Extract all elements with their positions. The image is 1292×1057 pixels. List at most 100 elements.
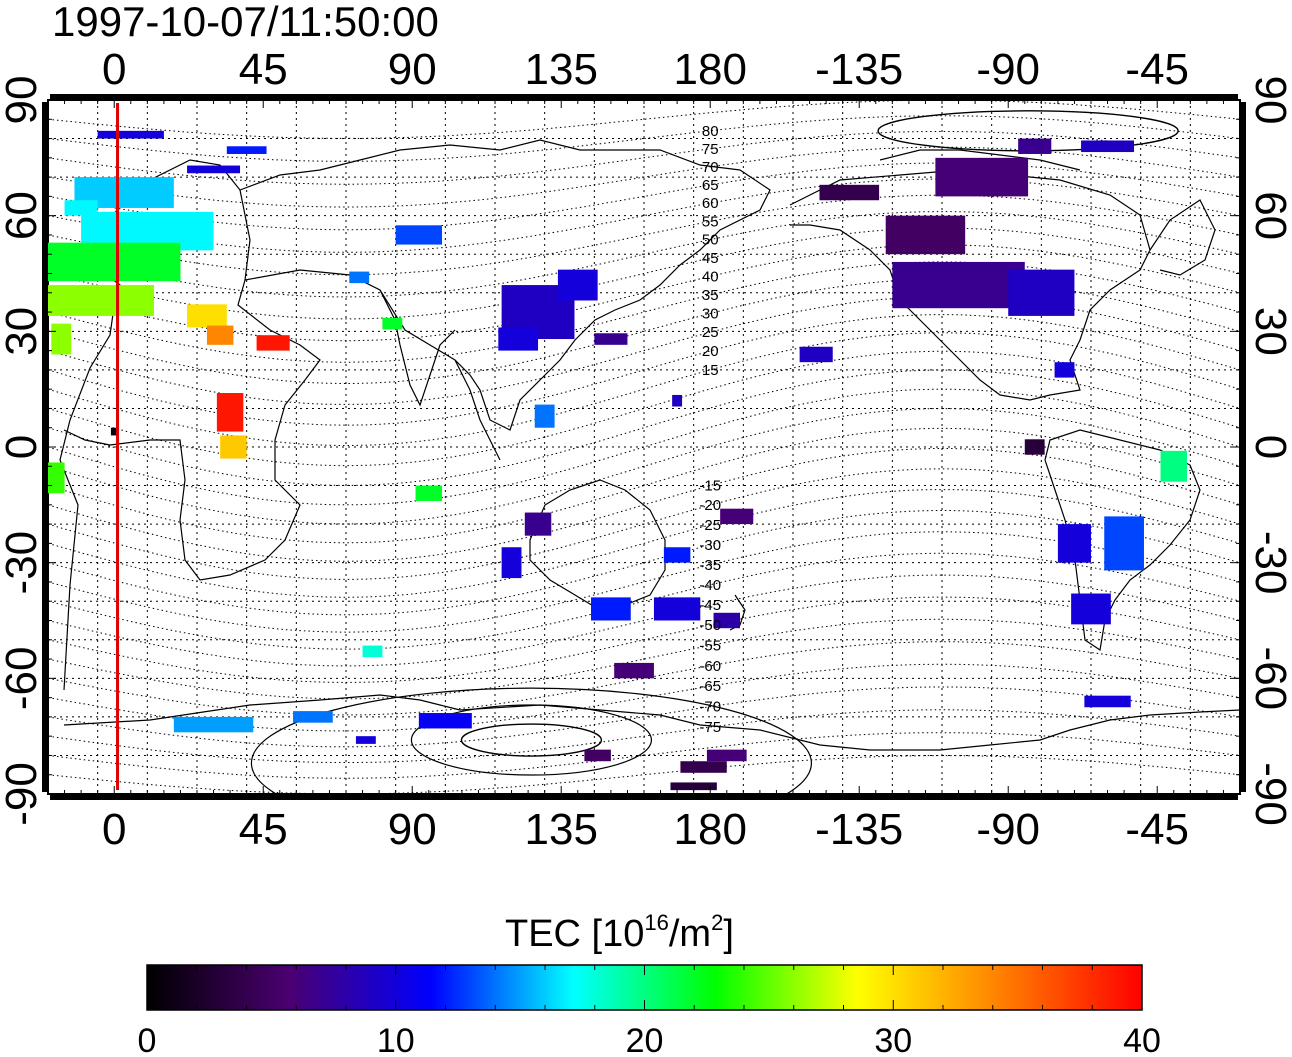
- contour-label: 75: [702, 141, 719, 158]
- tec-cell: [48, 462, 65, 494]
- contour-label: -35: [699, 557, 721, 574]
- magnetic-contour-line: [48, 314, 1240, 426]
- right-latitude-label: 0: [1246, 435, 1292, 459]
- magnetic-contour-line: [48, 261, 1240, 363]
- left-latitude-label: -30: [0, 531, 46, 595]
- tec-cell: [885, 215, 966, 255]
- tec-cell: [355, 736, 376, 744]
- frame-right-bar: [1240, 102, 1246, 792]
- tec-cell: [1024, 439, 1045, 455]
- tec-cell: [501, 547, 522, 579]
- tec-cell: [173, 716, 254, 733]
- tec-cell: [819, 184, 880, 201]
- tec-cell: [293, 711, 333, 723]
- tec-cell: [534, 404, 555, 428]
- tec-cell: [220, 435, 247, 459]
- contour-label: -30: [699, 537, 721, 554]
- tec-cell: [614, 662, 654, 679]
- frame-top-bar: [50, 94, 1238, 100]
- tec-cell: [1054, 362, 1075, 378]
- tec-cell: [1160, 450, 1188, 482]
- right-latitude-label: 30: [1246, 307, 1292, 356]
- magnetic-contour-line: [48, 468, 1240, 580]
- top-longitude-label: 180: [674, 45, 747, 94]
- magnetic-contour-line: [48, 408, 1240, 525]
- right-latitude-label: -60: [1246, 647, 1292, 711]
- tec-cell: [48, 242, 181, 282]
- magnetic-contour-line: [48, 663, 1240, 732]
- contour-label: -25: [699, 517, 721, 534]
- tec-cell: [110, 427, 118, 436]
- contour-label: -45: [699, 597, 721, 614]
- magnetic-contour-line: [48, 146, 1240, 208]
- bottom-longitude-label: 135: [525, 805, 598, 854]
- contour-label: -60: [699, 658, 721, 675]
- colorbar-ticks: [146, 965, 1143, 1010]
- tec-cell: [1008, 269, 1075, 316]
- colorbar-tick-labels: 0 10 20 30 40: [138, 1022, 1161, 1057]
- magnetic-contour-line: [48, 427, 1240, 544]
- tec-cell: [48, 285, 154, 316]
- magnetic-contour-line: [48, 709, 1240, 763]
- magnetic-contour-line: [48, 531, 1240, 633]
- tec-cell: [935, 157, 1029, 197]
- contour-label: 45: [702, 250, 719, 267]
- tec-cell: [594, 333, 628, 345]
- tec-cell: [663, 547, 691, 563]
- contour-label: -55: [699, 637, 721, 654]
- tec-cell: [226, 146, 267, 154]
- right-latitude-label: -30: [1246, 531, 1292, 595]
- tec-measurement-cells: [48, 130, 1188, 791]
- tec-cell: [216, 393, 244, 432]
- magnetic-contour-line: [48, 131, 1240, 185]
- magnetic-contour-line: [48, 510, 1240, 616]
- colorbar-tick-label: 40: [1123, 1022, 1161, 1057]
- contour-label: -20: [699, 497, 721, 514]
- tec-cell: [670, 782, 717, 791]
- left-latitude-label: 30: [0, 307, 46, 356]
- tec-cell: [799, 346, 833, 363]
- tec-cell: [1018, 138, 1052, 154]
- tec-cell: [713, 612, 741, 629]
- tec-cell: [51, 323, 72, 355]
- bottom-longitude-label: -135: [815, 805, 903, 854]
- contour-label: -40: [699, 577, 721, 594]
- colorbar-tick-label: 10: [377, 1022, 415, 1057]
- right-latitude-label: 90: [1246, 76, 1292, 125]
- contour-label: 80: [702, 123, 719, 140]
- tec-cell: [498, 327, 539, 351]
- tec-cell: [382, 317, 403, 330]
- contour-label: 60: [702, 195, 719, 212]
- tec-cell: [418, 713, 472, 729]
- tec-cell: [206, 325, 234, 345]
- magnetic-contour-line: [48, 211, 1240, 298]
- tec-cell: [1084, 695, 1131, 708]
- colorbar-title-unit-exponent: 2: [711, 910, 723, 935]
- left-latitude-label: 0: [0, 435, 46, 459]
- contour-label: -50: [699, 617, 721, 634]
- contour-label: 35: [702, 287, 719, 304]
- tec-cell: [706, 749, 747, 762]
- contour-label: 65: [702, 177, 719, 194]
- contour-label: 50: [702, 232, 719, 249]
- bottom-longitude-labels: 0 45 90 135 180 -135 -90 -45: [102, 805, 1189, 854]
- frame-bottom-bar: [50, 794, 1238, 800]
- magnetic-contour-line: [48, 227, 1240, 320]
- top-longitude-label: -90: [976, 45, 1040, 94]
- tec-cell: [892, 261, 1025, 309]
- south-pole-contour-oval: [250, 687, 812, 794]
- magnetic-contour-line: [48, 552, 1240, 650]
- tec-cell: [591, 597, 631, 621]
- magnetic-contour-line: [48, 596, 1240, 683]
- colorbar-title: TEC [1016/m2]: [505, 910, 734, 955]
- magnetic-contour-line: [48, 489, 1240, 598]
- left-latitude-labels: 90 60 30 0 -30 -60 -90: [0, 76, 46, 826]
- tec-cell: [672, 394, 683, 407]
- left-latitude-label: -60: [0, 647, 46, 711]
- contour-label: 30: [702, 305, 719, 322]
- tec-cell: [349, 271, 370, 284]
- tec-cell: [256, 335, 290, 351]
- tec-cell: [680, 761, 727, 773]
- tec-cell: [1081, 140, 1135, 153]
- contour-label: -70: [699, 699, 721, 716]
